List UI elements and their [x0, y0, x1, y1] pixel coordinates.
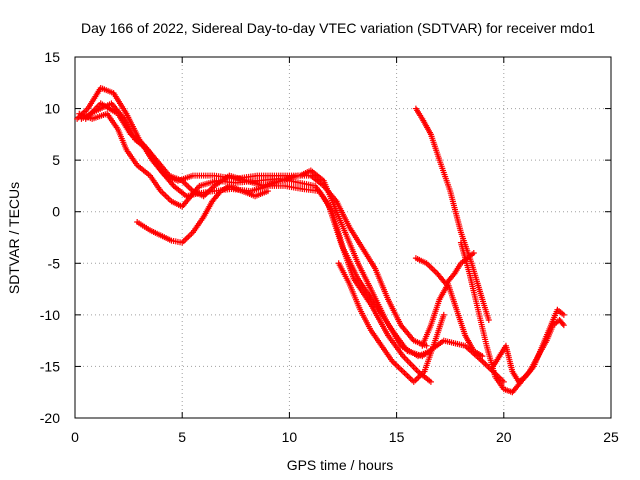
x-tick-label: 5 — [178, 429, 186, 445]
y-tick-label: 10 — [44, 101, 60, 117]
data-point-marker — [470, 249, 477, 256]
satellite-track-4 — [82, 100, 430, 349]
x-tick-label: 10 — [282, 429, 298, 445]
plot-frame — [74, 56, 612, 419]
plot-border — [74, 56, 612, 419]
y-tick-label: -5 — [48, 255, 61, 271]
data-point-marker — [485, 317, 492, 324]
y-tick-label: 5 — [52, 152, 60, 168]
satellite-track-6 — [335, 260, 447, 385]
x-axis-ticks: 0 5 10 15 20 25 — [71, 57, 619, 445]
x-axis-label: GPS time / hours — [287, 457, 394, 473]
satellite-track-10 — [490, 306, 567, 385]
x-tick-label: 15 — [389, 429, 405, 445]
y-tick-label: -15 — [40, 358, 60, 374]
chart-title: Day 166 of 2022, Sidereal Day-to-day VTE… — [81, 20, 595, 36]
y-axis-label: SDTVAR / TECUs — [6, 182, 22, 294]
data-point-marker — [479, 353, 486, 360]
data-point-marker — [264, 188, 271, 195]
series-layer — [74, 84, 567, 396]
data-point-marker — [560, 311, 567, 318]
satellite-track-5 — [134, 182, 271, 246]
x-tick-label: 20 — [496, 429, 512, 445]
x-tick-label: 25 — [603, 429, 619, 445]
satellite-track-11 — [419, 280, 486, 360]
satellite-track-2 — [74, 84, 434, 360]
data-point-marker — [427, 378, 434, 385]
data-point-marker — [559, 320, 566, 327]
x-tick-label: 0 — [71, 429, 79, 445]
y-tick-label: -10 — [40, 307, 60, 323]
y-axis-ticks: -20 -15 -10 -5 0 5 10 15 — [40, 49, 611, 426]
data-point-marker — [560, 322, 567, 329]
data-point-marker — [440, 311, 447, 318]
y-tick-label: 0 — [52, 204, 60, 220]
y-tick-label: -20 — [40, 410, 60, 426]
y-tick-label: 15 — [44, 49, 60, 65]
